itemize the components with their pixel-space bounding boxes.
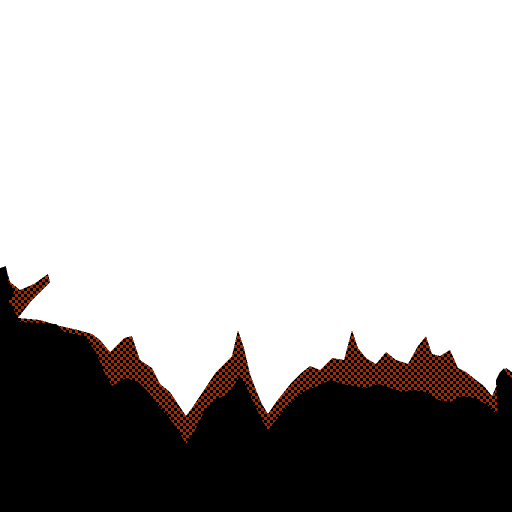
bush-silhouette [496, 368, 512, 420]
bush-silhouette [0, 266, 14, 300]
ground-mass [0, 292, 512, 512]
